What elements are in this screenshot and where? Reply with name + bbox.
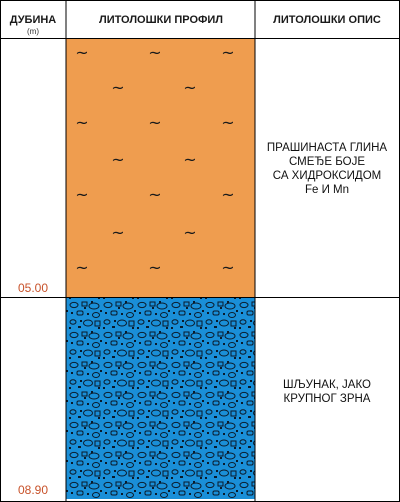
layer-1-description-line-3: СА ХИДРОКСИДОМ: [273, 170, 381, 182]
layer-2-description-line-2: КРУПНОГ ЗРНА: [284, 393, 371, 405]
wave-symbol: ~: [148, 185, 161, 204]
layer-2-bottom-depth: 08.90: [18, 483, 48, 497]
layer-1-bottom-depth: 05.00: [18, 281, 48, 295]
layer-2-description: ШЉУНАК, ЈАКО КРУПНОГ ЗРНА: [283, 379, 371, 405]
wave-symbol: ~: [221, 185, 234, 204]
wave-symbol: ~: [148, 113, 161, 132]
wave-symbol: ~: [148, 258, 161, 277]
wave-symbol: ~: [221, 113, 234, 132]
depth-column-unit: (m): [27, 27, 39, 36]
wave-symbol: ~: [221, 43, 234, 62]
wave-symbol: ~: [183, 150, 196, 169]
layer-1-description-line-4: Fe И Mn: [305, 184, 349, 196]
layer-2-description-line-1: ШЉУНАК, ЈАКО: [283, 379, 371, 391]
wave-symbol: ~: [111, 223, 124, 242]
wave-symbol: ~: [148, 43, 161, 62]
clay-wave-symbols: ~ ~ ~ ~ ~ ~ ~ ~ ~ ~ ~ ~ ~ ~ ~ ~ ~ ~: [75, 43, 234, 277]
layer-1-description-line-2: СМЕЂЕ БОЈЕ: [289, 156, 365, 168]
gravel-layer-fill: [66, 297, 255, 499]
wave-symbol: ~: [221, 258, 234, 277]
depth-column-title: ДУБИНА: [10, 14, 57, 26]
wave-symbol: ~: [183, 223, 196, 242]
wave-symbol: ~: [75, 185, 88, 204]
header-row: ДУБИНА (m) ЛИТОЛОШКИ ПРОФИЛ ЛИТОЛОШКИ ОП…: [10, 14, 381, 36]
layer-1-description: ПРАШИНАСТА ГЛИНА СМЕЂЕ БОЈЕ СА ХИДРОКСИД…: [267, 142, 387, 196]
wave-symbol: ~: [75, 43, 88, 62]
wave-symbol: ~: [111, 78, 124, 97]
wave-symbol: ~: [183, 78, 196, 97]
profile-column-title: ЛИТОЛОШКИ ПРОФИЛ: [99, 14, 223, 26]
wave-symbol: ~: [75, 113, 88, 132]
wave-symbol: ~: [111, 150, 124, 169]
wave-symbol: ~: [75, 258, 88, 277]
description-column-title: ЛИТОЛОШКИ ОПИС: [273, 14, 381, 26]
layer-1-description-line-1: ПРАШИНАСТА ГЛИНА: [267, 142, 387, 154]
clay-layer-fill: [66, 38, 255, 297]
